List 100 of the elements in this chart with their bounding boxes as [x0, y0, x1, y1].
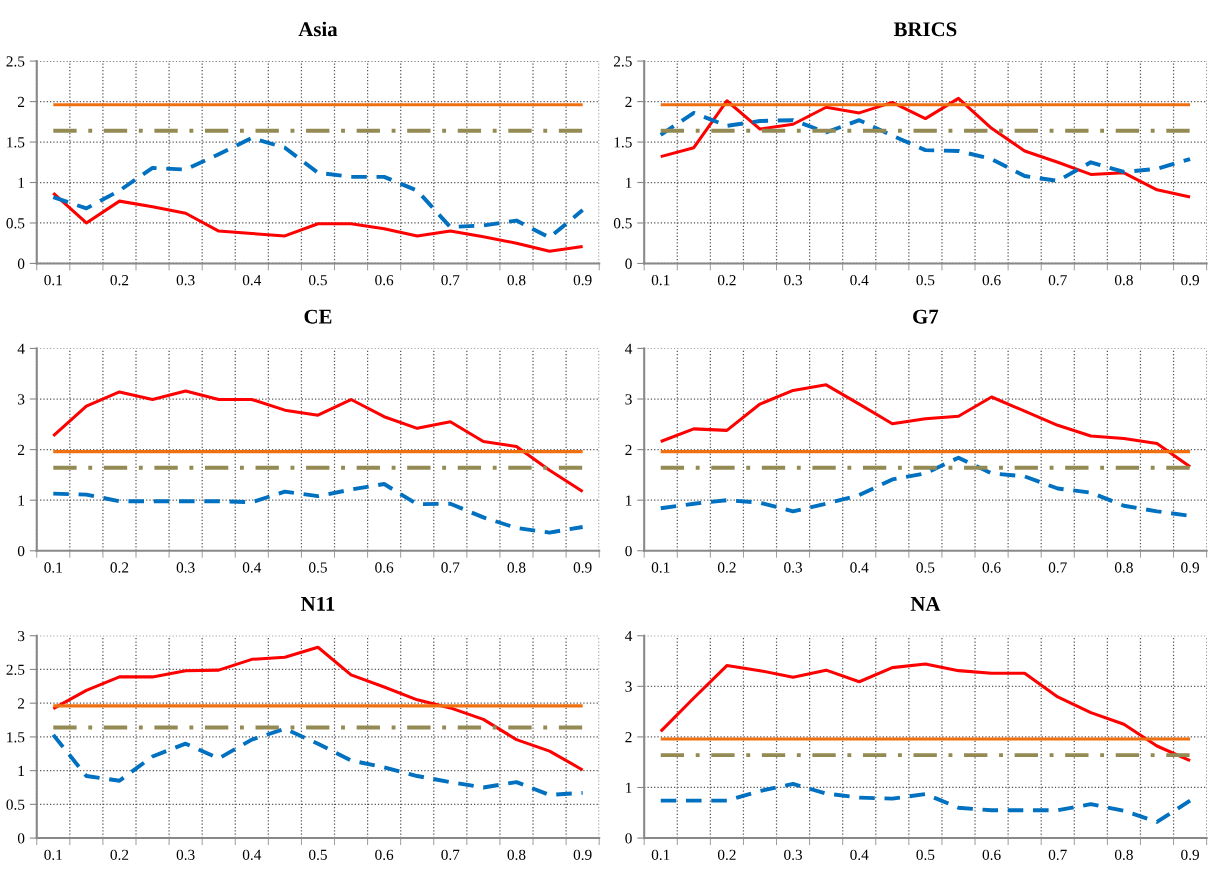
y-tick-label: 1 [18, 177, 25, 188]
line-series [658, 110, 1193, 183]
x-tick-label: 0.3 [784, 275, 803, 286]
x-tick-label: 0.5 [309, 275, 327, 286]
line-series [51, 136, 585, 240]
x-tick-label: 0.2 [110, 562, 129, 573]
x-tick-label: 0.2 [110, 275, 129, 286]
x-tick-label: 0.9 [573, 849, 592, 861]
x-tick-label: 0.1 [44, 562, 62, 573]
x-tick-label: 0.9 [573, 562, 592, 573]
x-tick-label: 0.2 [717, 562, 736, 573]
chart-title: NA [910, 596, 941, 611]
x-tick-label: 0.8 [507, 562, 526, 573]
y-tick-label: 3 [625, 394, 632, 405]
x-tick-label: 0.4 [850, 562, 869, 573]
line-series [51, 645, 585, 772]
y-tick-label: 0.5 [6, 218, 25, 229]
y-tick-label: 2 [17, 96, 25, 107]
y-tick-label: 1 [18, 495, 25, 506]
x-tick-label: 0.4 [242, 849, 262, 861]
x-tick-label: 0.8 [1114, 562, 1133, 573]
x-tick-label: 0.9 [1181, 275, 1200, 286]
line-series [51, 726, 585, 797]
x-tick-label: 0.9 [1181, 849, 1200, 861]
x-tick-label: 0.5 [309, 562, 327, 573]
y-tick-label: 3 [625, 681, 632, 692]
x-tick-label: 0.1 [44, 849, 62, 861]
y-tick-label: 2 [625, 96, 632, 107]
line-series [659, 662, 1192, 763]
x-tick-label: 0.3 [176, 849, 195, 861]
x-tick-label: 0.5 [916, 849, 935, 861]
x-tick-label: 0.6 [982, 275, 1001, 286]
x-tick-label: 0.8 [507, 849, 526, 861]
y-tick-label: 0 [17, 545, 25, 557]
y-tick-label: 1 [18, 765, 25, 776]
y-tick-label: 1 [626, 495, 632, 506]
line-series [51, 482, 585, 535]
x-tick-label: 0.2 [717, 849, 736, 861]
x-tick-label: 0.9 [573, 275, 592, 286]
y-tick-label: 3 [18, 394, 25, 405]
line-series [51, 389, 585, 494]
x-tick-label: 0.5 [309, 849, 327, 861]
x-tick-label: 0.8 [1114, 275, 1133, 286]
x-tick-label: 0.2 [717, 275, 736, 286]
x-tick-label: 0.1 [651, 275, 670, 286]
line-series [658, 782, 1193, 824]
chart-title: N11 [301, 596, 335, 611]
y-tick-label: 4 [17, 343, 25, 354]
x-tick-label: 0.7 [441, 275, 460, 286]
y-tick-label: 0 [17, 258, 25, 269]
x-tick-label: 0.7 [441, 562, 460, 573]
x-tick-label: 0.5 [916, 275, 935, 286]
y-tick-label: 2 [625, 732, 632, 743]
y-tick-label: 0 [17, 833, 25, 844]
x-tick-label: 0.6 [375, 275, 394, 286]
x-tick-label: 0.8 [1114, 849, 1133, 861]
line-series [659, 383, 1192, 469]
x-tick-label: 0.1 [651, 562, 670, 573]
y-tick-label: 1 [626, 177, 632, 188]
y-tick-label: 2 [17, 698, 25, 709]
x-tick-label: 0.6 [982, 562, 1001, 573]
y-tick-label: 0.5 [613, 218, 632, 229]
y-tick-label: 0 [625, 258, 632, 269]
y-tick-label: 1 [626, 782, 632, 793]
y-tick-label: 2 [625, 444, 632, 455]
x-tick-label: 0.4 [850, 849, 869, 861]
line-series [51, 191, 585, 253]
x-tick-label: 0.3 [176, 275, 195, 286]
y-tick-label: 0 [625, 833, 632, 844]
x-tick-label: 0.1 [651, 849, 670, 861]
x-tick-label: 0.7 [1048, 849, 1067, 861]
y-tick-label: 2.5 [6, 664, 25, 675]
x-tick-label: 0.1 [44, 275, 62, 286]
x-tick-label: 0.3 [784, 849, 803, 861]
x-tick-label: 0.6 [375, 849, 394, 861]
x-tick-label: 0.3 [176, 562, 195, 573]
x-tick-label: 0.8 [507, 275, 526, 286]
x-tick-label: 0.3 [784, 562, 803, 573]
line-series [659, 96, 1192, 199]
x-tick-label: 0.7 [1048, 562, 1067, 573]
x-tick-label: 0.4 [242, 562, 262, 573]
x-tick-label: 0.6 [375, 562, 394, 573]
x-tick-label: 0.6 [982, 849, 1001, 861]
x-tick-label: 0.7 [441, 849, 460, 861]
y-tick-label: 1.5 [7, 137, 25, 148]
y-tick-label: 0 [625, 545, 632, 557]
y-tick-label: 2 [17, 444, 25, 455]
x-tick-label: 0.5 [916, 562, 935, 573]
chart-title: G7 [913, 309, 939, 324]
y-tick-label: 1.5 [614, 137, 632, 148]
x-tick-label: 0.4 [242, 275, 262, 286]
x-tick-label: 0.4 [850, 275, 869, 286]
x-tick-label: 0.7 [1048, 275, 1067, 286]
y-tick-label: 4 [625, 630, 633, 642]
y-tick-label: 2.5 [613, 56, 632, 67]
y-tick-label: 4 [625, 343, 633, 354]
y-tick-label: 0.5 [6, 799, 25, 810]
y-tick-label: 3 [18, 630, 25, 642]
x-tick-label: 0.2 [110, 849, 129, 861]
y-tick-label: 1.5 [7, 732, 25, 743]
